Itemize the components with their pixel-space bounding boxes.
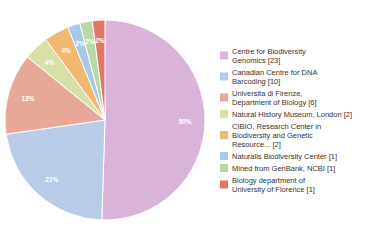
legend-label: Natural History Museum, London [2] bbox=[232, 110, 352, 119]
legend-item: Mined from GenBank, NCBI [1] bbox=[220, 164, 335, 173]
chart: 50%22%13%4%4%2%2%2%Centre for Biodiversi… bbox=[0, 0, 380, 240]
pie-slice bbox=[6, 120, 105, 220]
legend-label: CIBIO, Research Center inBiodiversity an… bbox=[232, 122, 321, 149]
legend-label-line: Universita di Firenze, bbox=[232, 89, 302, 98]
data-label: 2% bbox=[75, 40, 85, 47]
legend-label-line: University of Florence [1] bbox=[232, 185, 315, 194]
legend-swatch bbox=[220, 181, 228, 189]
legend-swatch bbox=[220, 52, 228, 60]
data-label: 2% bbox=[95, 37, 105, 44]
pie-slice bbox=[102, 20, 205, 220]
legend-item: Canadian Centre for DNABarcoding [10] bbox=[220, 68, 317, 86]
data-label: 13% bbox=[21, 95, 34, 102]
legend-label-line: Barcoding [10] bbox=[232, 77, 280, 86]
legend-label-line: Biology department of bbox=[232, 176, 306, 185]
legend-label-line: CIBIO, Research Center in bbox=[232, 122, 321, 131]
legend-swatch bbox=[220, 164, 228, 172]
data-label: 4% bbox=[45, 59, 55, 66]
legend-label: Mined from GenBank, NCBI [1] bbox=[232, 164, 335, 173]
legend-item: Universita di Firenze,Department of Biol… bbox=[220, 89, 317, 107]
pie-slice bbox=[92, 20, 105, 120]
legend-swatch bbox=[220, 152, 228, 160]
legend-label-line: Natural History Museum, London [2] bbox=[232, 110, 352, 119]
legend: Centre for BiodiversityGenomics [23] Cana… bbox=[220, 47, 352, 194]
legend-swatch bbox=[220, 131, 228, 139]
legend-item: CIBIO, Research Center inBiodiversity an… bbox=[220, 122, 321, 149]
legend-label-line: Resource... [2] bbox=[232, 140, 281, 149]
legend-label-line: Biodiversity and Genetic bbox=[232, 131, 313, 140]
legend-swatch bbox=[220, 94, 228, 102]
legend-label: Naturalis Biodiversity Center [1] bbox=[232, 152, 337, 161]
legend-label: Canadian Centre for DNABarcoding [10] bbox=[232, 68, 317, 86]
legend-label: Universita di Firenze,Department of Biol… bbox=[232, 89, 317, 107]
pie-slice bbox=[80, 21, 105, 120]
legend-item: Biology department ofUniversity of Flore… bbox=[220, 176, 315, 194]
legend-label-line: Mined from GenBank, NCBI [1] bbox=[232, 164, 335, 173]
legend-label: Biology department ofUniversity of Flore… bbox=[232, 176, 315, 194]
legend-label: Centre for BiodiversityGenomics [23] bbox=[232, 47, 306, 65]
data-labels: 50%22%13%4%4%2%2%2% bbox=[21, 37, 191, 183]
legend-label-line: Canadian Centre for DNA bbox=[232, 68, 317, 77]
legend-label-line: Centre for Biodiversity bbox=[232, 47, 306, 56]
legend-swatch bbox=[220, 110, 228, 118]
legend-item: Naturalis Biodiversity Center [1] bbox=[220, 152, 337, 161]
legend-item: Centre for BiodiversityGenomics [23] bbox=[220, 47, 306, 65]
data-label: 50% bbox=[178, 118, 191, 125]
data-label: 4% bbox=[61, 47, 71, 54]
legend-swatch bbox=[220, 73, 228, 81]
pie bbox=[5, 20, 205, 220]
legend-label-line: Naturalis Biodiversity Center [1] bbox=[232, 152, 337, 161]
data-label: 22% bbox=[45, 176, 58, 183]
legend-label-line: Department of Biology [6] bbox=[232, 98, 317, 107]
legend-label-line: Genomics [23] bbox=[232, 56, 280, 65]
legend-item: Natural History Museum, London [2] bbox=[220, 110, 352, 119]
data-label: 2% bbox=[85, 38, 95, 45]
